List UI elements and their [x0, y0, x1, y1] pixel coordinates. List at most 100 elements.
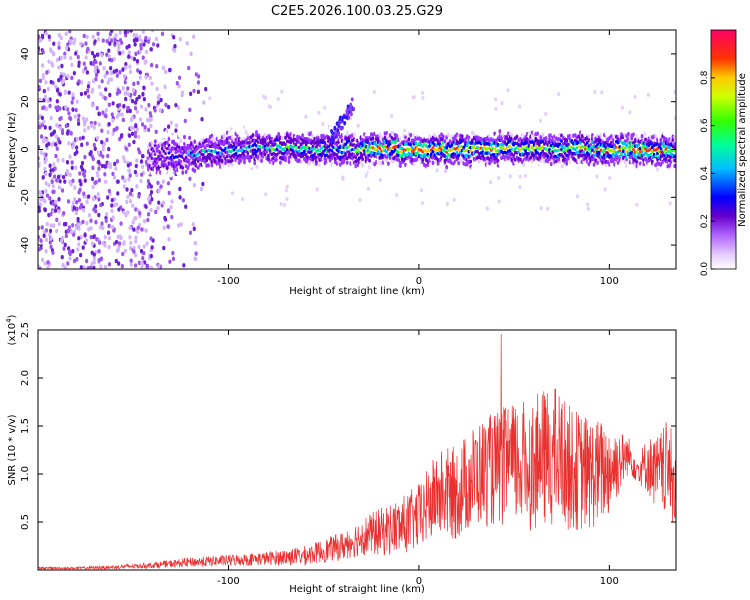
spectrogram-noise-mark — [126, 86, 130, 91]
spectrogram-ridge-mark — [457, 147, 461, 152]
spectrogram-noise-mark — [146, 178, 150, 184]
spectrogram-noise-mark — [192, 88, 196, 94]
spectrogram-noise-mark — [593, 90, 597, 95]
spectrogram-noise-mark — [46, 260, 50, 265]
spectrogram-noise-mark — [126, 30, 130, 34]
spectrogram-noise-mark — [101, 143, 106, 149]
spectrogram-ridge-mark — [400, 154, 404, 158]
spectrogram-noise-mark — [174, 128, 178, 133]
spectrogram-ridge-mark — [193, 168, 197, 174]
spectrogram-noise-mark — [77, 242, 81, 247]
spectrogram-noise-mark — [41, 72, 45, 78]
spectrogram-noise-mark — [181, 198, 185, 203]
spectrogram-noise-mark — [43, 199, 47, 204]
spectrogram-y-ticks: -40 -20 0 20 40 — [20, 48, 676, 253]
spectrogram-noise-mark — [103, 164, 107, 169]
snr-x-ticks: -100 0 100 — [217, 330, 619, 587]
spectrogram-noise-mark — [76, 117, 81, 123]
spectrogram-ridge-mark — [359, 159, 363, 165]
spectrogram-ridge-mark — [549, 153, 553, 157]
spectrogram-noise-mark — [113, 161, 117, 167]
spectrogram-noise-mark — [38, 247, 42, 252]
spectrogram-noise-mark — [122, 103, 126, 109]
spectrogram-ridge-mark — [476, 166, 479, 172]
spectrogram-ridge-mark — [445, 145, 449, 150]
spectrogram-noise-mark — [134, 235, 138, 240]
spectrogram-noise-mark — [77, 113, 81, 118]
spectrogram-noise-mark — [105, 52, 109, 57]
snr-y-tick-label: 1.0 — [20, 466, 31, 482]
spectrogram-ridge-mark — [483, 166, 486, 172]
spectrogram-noise-mark — [46, 98, 50, 103]
spectrogram-ridge-mark — [208, 167, 212, 173]
spectrogram-noise-mark — [123, 158, 127, 164]
spectrogram-noise-mark — [59, 115, 63, 121]
spectrogram-noise-mark — [103, 113, 107, 118]
snr-y-tick-label: 0.5 — [20, 514, 31, 530]
spectrogram-ridge-mark — [345, 160, 349, 165]
spectrogram-noise-mark — [315, 187, 319, 192]
spectrogram-noise-mark — [135, 109, 139, 114]
spectrogram-noise-mark — [107, 122, 111, 127]
spectrogram-noise-mark — [38, 161, 41, 167]
spectrogram-noise-mark — [673, 90, 676, 95]
spectrogram-ridge-mark — [436, 161, 440, 166]
snr-scale-close: ) — [7, 314, 18, 318]
spectrogram-noise-mark — [71, 92, 75, 97]
spectrogram-ridge-mark — [618, 163, 622, 169]
spectrogram-noise-mark — [81, 219, 85, 225]
spectrogram-noise-mark — [124, 146, 128, 151]
spectrogram-ridge-mark — [378, 146, 382, 150]
spectrogram-noise-mark — [38, 97, 42, 103]
spectrogram-noise-mark — [149, 117, 153, 122]
spectrogram-noise-mark — [135, 184, 139, 189]
spectrogram-noise-mark — [518, 104, 522, 109]
spectrogram-noise-mark — [62, 72, 67, 78]
spectrogram-noise-mark — [133, 252, 138, 258]
spectrogram-ridge-mark — [411, 165, 414, 171]
spectrogram-ridge-mark — [213, 127, 217, 133]
spectrogram-noise-mark — [146, 264, 150, 269]
spectrogram-noise-mark — [99, 225, 103, 230]
spectrogram-ridge-mark — [633, 139, 637, 144]
spectrogram-noise-mark — [54, 84, 58, 89]
spectrogram-noise-mark — [108, 41, 112, 46]
spectrogram-ridge-mark — [280, 132, 284, 138]
spectrogram-ridge-mark — [236, 167, 239, 173]
spectrogram-ridge-mark — [327, 129, 330, 135]
spectrogram-noise-mark — [48, 232, 52, 238]
spectrogram-ridge-mark — [371, 136, 375, 141]
snr-scale-exponent: 4 — [5, 318, 13, 323]
spectrogram-ridge-mark — [225, 127, 229, 133]
spectrogram-noise-mark — [162, 245, 166, 251]
spectrogram-noise-mark — [95, 52, 99, 58]
spectrogram-noise-mark — [150, 81, 154, 86]
spectrogram-ridge-mark — [267, 153, 270, 158]
spectrogram-ridge-mark — [630, 136, 634, 141]
spectrogram-noise-mark — [55, 146, 59, 151]
spectrogram-noise-mark — [70, 100, 74, 105]
spectrogram-ridge-mark — [395, 122, 399, 128]
spectrogram-ridge-mark — [193, 139, 197, 144]
spectrogram-noise-mark — [168, 67, 172, 73]
spectrogram-ridge-mark — [409, 132, 413, 138]
spectrogram-noise-mark — [151, 42, 156, 47]
spectrogram-noise-mark — [43, 94, 48, 100]
spectrogram-noise-mark — [100, 128, 104, 133]
colorbar-tick-label: 0.8 — [700, 70, 710, 85]
spectrogram-noise-mark — [45, 106, 49, 112]
spectrogram-ridge-mark — [256, 154, 260, 159]
spectrogram-ridge-mark — [596, 160, 599, 165]
spectrogram-ridge-mark — [412, 148, 416, 152]
spectrogram-ridge-mark — [443, 139, 447, 144]
spectrogram-noise-mark — [48, 228, 53, 234]
spectrogram-noise-mark — [364, 173, 368, 178]
spectrogram-ridge-mark — [633, 167, 637, 173]
spectrogram-ridge-mark — [352, 106, 356, 111]
spectrogram-ridge-mark — [332, 164, 335, 170]
spectrogram-ridge-mark — [352, 152, 356, 157]
spectrogram-noise-mark — [87, 213, 92, 218]
spectrogram-ridge-mark — [390, 126, 394, 132]
spectrogram-noise-mark — [179, 222, 183, 227]
spectrogram-noise-mark — [546, 206, 550, 211]
